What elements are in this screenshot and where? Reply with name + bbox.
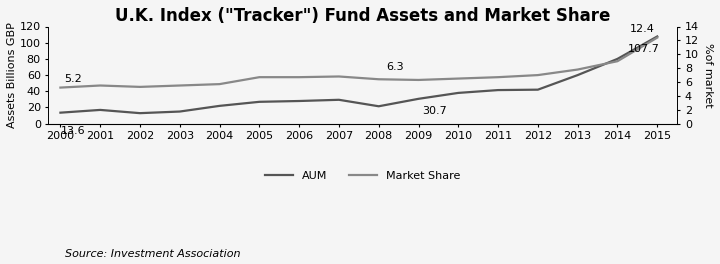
Market Share	[374, 78, 383, 81]
Market Share	[96, 84, 104, 87]
AUM	[56, 111, 65, 114]
Market Share	[534, 73, 542, 77]
Text: 5.2: 5.2	[64, 74, 82, 83]
AUM	[573, 73, 582, 77]
Text: 12.4: 12.4	[629, 24, 654, 34]
Market Share	[494, 76, 503, 79]
Market Share	[56, 86, 65, 89]
AUM	[294, 100, 303, 103]
Line: AUM: AUM	[60, 36, 657, 113]
Text: 13.6: 13.6	[60, 126, 85, 136]
Text: 107.7: 107.7	[627, 44, 660, 54]
Y-axis label: %of market: %of market	[703, 43, 713, 107]
Market Share	[255, 76, 264, 79]
Title: U.K. Index ("Tracker") Fund Assets and Market Share: U.K. Index ("Tracker") Fund Assets and M…	[115, 7, 611, 25]
AUM	[534, 88, 542, 91]
Line: Market Share: Market Share	[60, 37, 657, 88]
Text: Source: Investment Association: Source: Investment Association	[65, 249, 240, 259]
Market Share	[294, 76, 303, 79]
Market Share	[135, 85, 144, 88]
AUM	[613, 57, 622, 60]
AUM	[176, 110, 184, 113]
Market Share	[215, 83, 224, 86]
Market Share	[573, 68, 582, 71]
AUM	[454, 91, 463, 95]
AUM	[494, 88, 503, 92]
Y-axis label: Assets Billions GBP: Assets Billions GBP	[7, 22, 17, 128]
Market Share	[176, 84, 184, 87]
Market Share	[653, 36, 662, 39]
AUM	[215, 104, 224, 107]
Legend: AUM, Market Share: AUM, Market Share	[261, 166, 465, 185]
AUM	[414, 97, 423, 100]
Market Share	[613, 60, 622, 63]
AUM	[374, 105, 383, 108]
Text: 30.7: 30.7	[423, 106, 447, 116]
Market Share	[454, 77, 463, 80]
AUM	[255, 100, 264, 103]
Market Share	[335, 75, 343, 78]
Market Share	[414, 78, 423, 82]
AUM	[653, 35, 662, 38]
AUM	[96, 108, 104, 111]
AUM	[335, 98, 343, 101]
AUM	[135, 112, 144, 115]
Text: 6.3: 6.3	[387, 62, 405, 72]
